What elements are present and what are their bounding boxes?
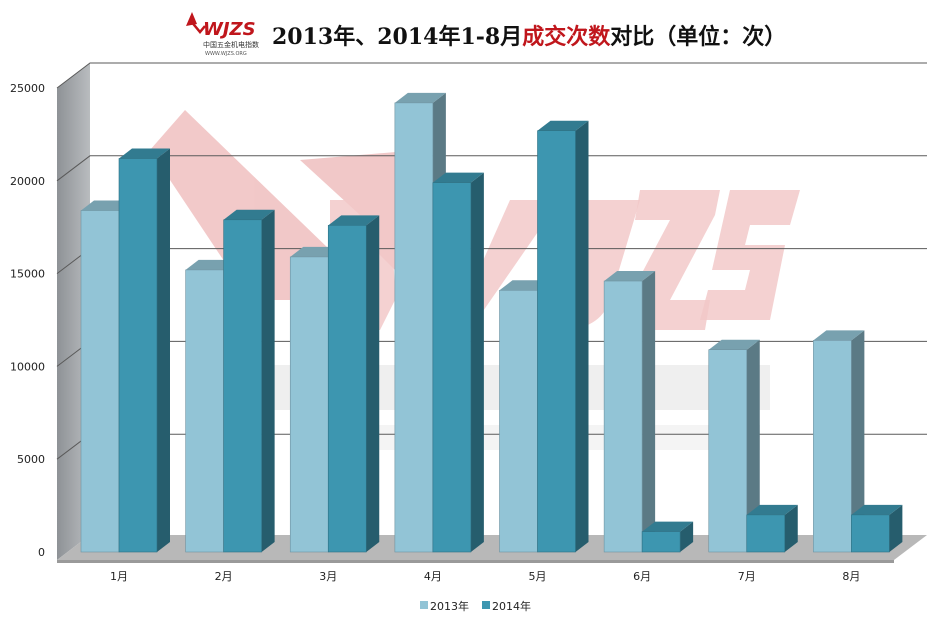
x-tick-label: 8月 — [842, 570, 860, 583]
logo-swoosh-icon — [189, 19, 206, 34]
chart-floor-edge — [57, 560, 894, 563]
bar-front — [394, 102, 434, 553]
bar-side — [784, 504, 798, 552]
bar-top — [851, 504, 903, 515]
logo-url: WWW.WJZS.ORG — [205, 51, 247, 57]
bar — [327, 215, 380, 553]
bar — [708, 339, 760, 553]
y-tick-label: 15000 — [10, 268, 45, 281]
x-tick-label: 3月 — [319, 570, 337, 583]
bar — [223, 209, 275, 553]
bar-front — [746, 514, 786, 553]
bar — [851, 504, 903, 553]
bar-front — [289, 256, 329, 553]
bar-side — [470, 172, 484, 552]
logo-caption: 中国五金机电指数 — [203, 40, 259, 49]
bar-front — [851, 514, 890, 553]
y-tick-label: 10000 — [10, 360, 45, 373]
x-tick-label: 4月 — [424, 570, 442, 583]
x-tick-label: 1月 — [110, 570, 128, 583]
bar-front — [432, 182, 472, 553]
bar — [746, 504, 798, 553]
bar-side — [366, 215, 380, 552]
gridline — [56, 62, 927, 89]
x-tick-label: 5月 — [529, 570, 547, 583]
bar-side — [261, 209, 275, 552]
y-axis: 0 5000 10000 15000 20000 25000 — [10, 82, 45, 559]
legend-swatch-2013 — [420, 601, 428, 609]
bar-front — [813, 340, 852, 553]
bar-front — [499, 290, 538, 553]
y-tick-label: 5000 — [17, 453, 45, 466]
watermark-letter-s — [700, 190, 800, 320]
bar-side — [575, 120, 589, 553]
x-tick-label: 7月 — [738, 570, 756, 583]
x-tick-label: 6月 — [633, 570, 651, 583]
logo: WJZS 中国五金机电指数 WWW.WJZS.ORG — [186, 12, 259, 57]
bar-side — [680, 521, 694, 552]
bar-front — [708, 349, 748, 553]
bar-front — [641, 531, 681, 553]
bar-top — [537, 120, 589, 131]
gridline — [56, 155, 927, 182]
bar-top — [604, 271, 656, 282]
bar-top — [328, 215, 380, 226]
y-tick-label: 25000 — [10, 82, 45, 95]
bar-side — [642, 271, 656, 552]
bar-top — [708, 339, 760, 350]
bar-front — [118, 158, 158, 553]
legend-swatch-2014 — [482, 601, 490, 609]
bar-front — [537, 130, 576, 553]
y-tick-label: 0 — [38, 546, 45, 559]
bar — [813, 330, 865, 553]
bar — [641, 521, 694, 553]
logo-arrow-icon — [186, 12, 197, 26]
legend-label-2014: 2014年 — [492, 599, 531, 613]
bar — [118, 148, 170, 553]
bar-top — [119, 148, 170, 159]
chart-title-part2: 成交次数 — [522, 24, 611, 50]
chart-title-part3: 对比（单位：次） — [610, 24, 786, 50]
bar — [432, 172, 484, 553]
bar-front — [327, 225, 367, 553]
bar-side — [889, 504, 903, 552]
bar-top — [223, 209, 275, 220]
bar-front — [603, 280, 643, 553]
bar-side — [157, 148, 170, 552]
bar-top — [394, 92, 446, 103]
y-tick-label: 20000 — [10, 175, 45, 188]
bar — [537, 120, 589, 553]
bar — [603, 271, 656, 553]
legend: 2013年 2014年 — [420, 599, 531, 613]
bar-top — [746, 504, 798, 515]
chart-title: 2013年、2014年1-8月成交次数对比（单位：次） — [272, 24, 786, 50]
chart-title-part1: 2013年、2014年1-8月 — [272, 24, 522, 50]
bar-front — [185, 269, 224, 553]
bar-top — [432, 172, 484, 183]
x-axis: 1月 2月 3月 4月 5月 6月 7月 8月 — [110, 570, 860, 583]
bar-side — [746, 339, 760, 552]
x-tick-label: 2月 — [215, 570, 233, 583]
bars — [80, 92, 903, 553]
bar-top — [642, 521, 694, 532]
bar-side — [851, 330, 865, 552]
bar-top — [813, 330, 865, 341]
logo-letters: WJZS — [203, 19, 256, 40]
bar-front — [80, 210, 120, 553]
legend-label-2013: 2013年 — [430, 599, 469, 613]
bar-front — [223, 219, 262, 553]
